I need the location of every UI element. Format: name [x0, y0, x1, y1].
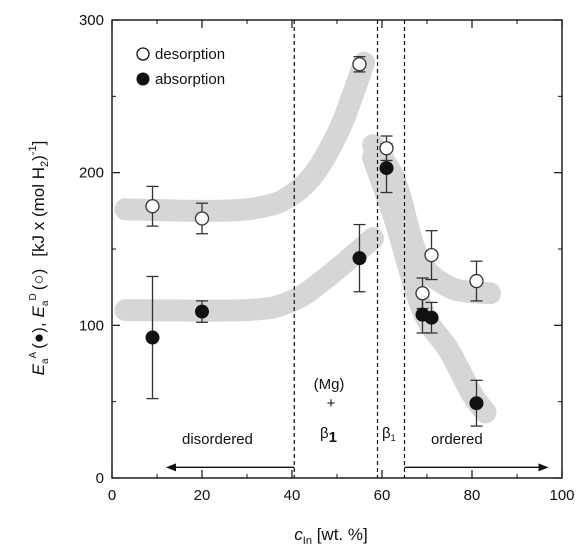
axis-ticks: 0 20 40 60 80 100 0 100 200 300	[79, 12, 575, 504]
beta1-narrow-subscript: 1	[391, 433, 396, 443]
y-axis-marker-a: (●),	[29, 322, 48, 348]
absorption-point	[145, 330, 160, 345]
plus-label: +	[327, 395, 336, 412]
desorption-point	[145, 199, 160, 214]
y-axis-sup-a: A	[28, 351, 39, 358]
legend-open-circle-marker	[136, 47, 150, 61]
absorption-point	[424, 310, 439, 325]
y-tick-label: 200	[79, 165, 104, 182]
guide-band-0	[114, 51, 375, 222]
beta1-narrow-label: β1	[382, 425, 396, 443]
legend: desorption absorption	[136, 46, 225, 88]
desorption-point	[415, 286, 430, 301]
y-axis-sub-d: a	[40, 300, 51, 306]
absorption-point	[469, 396, 484, 411]
annotations: disordered ordered (Mg) + β1 β1	[182, 376, 483, 448]
y-axis-sub-a: a	[40, 358, 51, 364]
y-axis-unit-open: [kJ x (mol H	[29, 167, 48, 257]
y-tick-label: 0	[96, 470, 104, 487]
y-axis-symbol-a: E	[29, 363, 48, 375]
y-axis-sup-d: D	[28, 293, 39, 300]
desorption-point	[194, 211, 210, 226]
x-tick-label: 0	[108, 487, 116, 504]
disordered-arrow-head	[166, 463, 176, 472]
x-axis-symbol: c	[294, 525, 303, 544]
beta1-subscript: 1	[329, 429, 337, 446]
absorption-point	[352, 251, 367, 266]
beta1-label: β1	[320, 425, 337, 446]
phase-boundaries	[293, 20, 406, 478]
desorption-point	[469, 273, 484, 289]
y-axis-unit-close: )	[29, 155, 48, 161]
data-points	[145, 57, 484, 411]
absorption-point	[195, 304, 209, 319]
x-tick-label: 100	[549, 487, 574, 504]
desorption-point	[424, 247, 439, 263]
x-axis-unit: [wt. %]	[312, 525, 368, 544]
absorption-point	[379, 161, 394, 176]
legend-filled-circle-marker	[136, 72, 150, 86]
ordered-arrow-head	[538, 463, 549, 472]
y-axis-marker-d: (○)	[29, 269, 48, 291]
region-arrows	[166, 463, 549, 472]
y-axis-symbol-d: E	[29, 305, 48, 317]
y-axis-unit-sub: 2	[39, 161, 51, 167]
mg-phase-label: (Mg)	[314, 376, 345, 393]
legend-absorption-label: absorption	[155, 71, 225, 88]
y-axis-unit-end: ]	[29, 141, 48, 146]
disordered-label: disordered	[182, 431, 253, 448]
svg-text:EaA(●),EaD(○)[kJ x (mol H2)-1]: EaA(●),EaD(○)[kJ x (mol H2)-1]	[27, 141, 51, 376]
y-axis-title: EaA(●),EaD(○)[kJ x (mol H2)-1]	[27, 141, 51, 376]
desorption-point	[352, 57, 367, 72]
y-tick-label: 300	[79, 12, 104, 29]
guide-band-1	[114, 227, 384, 322]
x-tick-label: 20	[194, 487, 211, 504]
beta1-symbol: β	[320, 425, 329, 442]
desorption-point	[379, 141, 394, 156]
x-axis-subscript: In	[303, 535, 312, 547]
x-tick-label: 60	[374, 487, 391, 504]
y-axis-unit-sup: -1	[27, 145, 39, 155]
y-tick-label: 100	[79, 317, 104, 334]
beta1-narrow-symbol: β	[382, 425, 391, 442]
ordered-label: ordered	[431, 431, 483, 448]
x-tick-label: 40	[284, 487, 301, 504]
legend-desorption-label: desorption	[155, 46, 225, 63]
guide-bands	[114, 51, 501, 424]
x-tick-label: 80	[464, 487, 481, 504]
error-bars	[146, 55, 483, 427]
x-axis-title: cIn [wt. %]	[294, 525, 367, 547]
